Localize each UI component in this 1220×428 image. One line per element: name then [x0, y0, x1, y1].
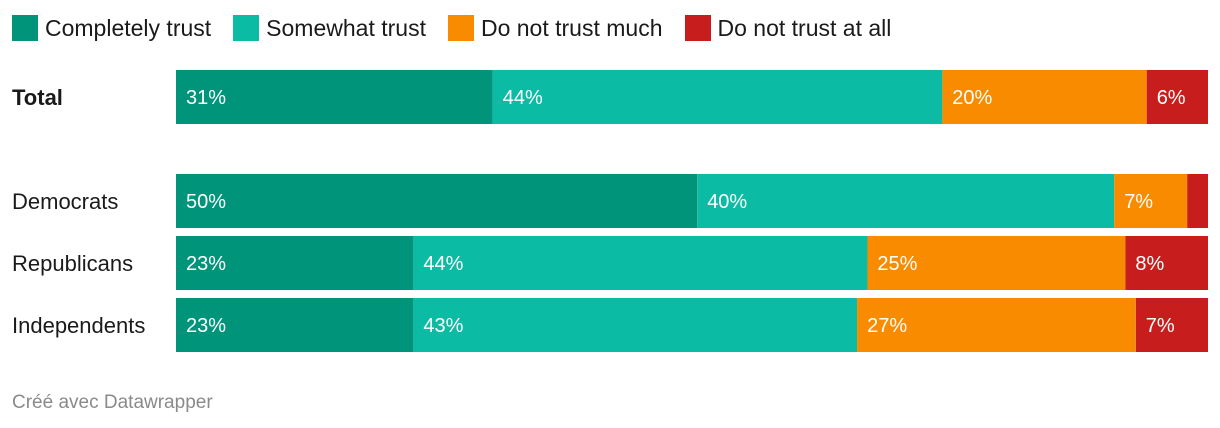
bar-independents-do-not-trust-at-all [1135, 298, 1208, 352]
legend-item-do-not-trust-at-all: Do not trust at all [684, 14, 892, 42]
row-label-total: Total [12, 85, 63, 110]
chart-legend: Completely trust Somewhat trust Do not tru… [12, 14, 913, 42]
legend-swatch [12, 15, 38, 41]
bar-total-do-not-trust-at-all [1146, 70, 1208, 124]
value-label-total-do-not-trust-much: 20% [952, 87, 992, 109]
bar-democrats-somewhat-trust [697, 174, 1115, 228]
value-label-independents-somewhat-trust: 43% [423, 315, 463, 337]
legend-swatch [233, 15, 260, 41]
bar-republicans-somewhat-trust [413, 236, 868, 290]
row-label-independents: Independents [12, 313, 145, 338]
value-label-independents-do-not-trust-at-all: 7% [1146, 315, 1175, 337]
bar-democrats-completely-trust [176, 174, 698, 228]
value-label-republicans-do-not-trust-much: 25% [877, 253, 917, 275]
bar-republicans-do-not-trust-at-all [1125, 236, 1208, 290]
bar-independents-do-not-trust-much [857, 298, 1136, 352]
value-label-independents-completely-trust: 23% [186, 315, 226, 337]
value-label-independents-do-not-trust-much: 27% [867, 315, 907, 337]
row-label-republicans: Republicans [12, 251, 133, 276]
bar-total-somewhat-trust [492, 70, 943, 124]
bar-total-completely-trust [176, 70, 493, 124]
value-label-total-somewhat-trust: 44% [503, 87, 543, 109]
bar-independents-somewhat-trust [413, 298, 858, 352]
legend-item-completely-trust: Completely trust [12, 15, 211, 42]
legend-label: Completely trust [45, 14, 212, 41]
value-label-total-completely-trust: 31% [186, 87, 226, 109]
legend-item-somewhat-trust: Somewhat trust [233, 15, 426, 42]
value-label-democrats-completely-trust: 50% [186, 191, 226, 213]
bar-republicans-do-not-trust-much [867, 236, 1126, 290]
bar-total-do-not-trust-much [942, 70, 1147, 124]
bar-republicans-completely-trust [176, 236, 414, 290]
value-label-democrats-do-not-trust-much: 7% [1124, 191, 1153, 213]
bar-independents-completely-trust [176, 298, 414, 352]
legend-label: Do not trust at all [717, 14, 892, 41]
legend-item-do-not-trust-much: Do not trust much [447, 14, 663, 42]
bar-democrats-do-not-trust-much [1114, 174, 1188, 228]
value-label-democrats-somewhat-trust: 40% [707, 191, 747, 213]
legend-label: Do not trust much [480, 14, 663, 41]
legend-swatch [447, 15, 474, 41]
value-label-total-do-not-trust-at-all: 6% [1157, 87, 1186, 109]
legend-label: Somewhat trust [266, 14, 426, 41]
footer-credit: Créé avec Datawrapper [12, 392, 213, 413]
legend-swatch [684, 15, 711, 41]
value-label-republicans-do-not-trust-at-all: 8% [1135, 253, 1164, 275]
value-label-republicans-somewhat-trust: 44% [423, 253, 463, 275]
row-label-democrats: Democrats [12, 189, 118, 214]
bar-democrats-do-not-trust-at-all [1187, 174, 1208, 228]
value-label-republicans-completely-trust: 23% [186, 253, 226, 275]
